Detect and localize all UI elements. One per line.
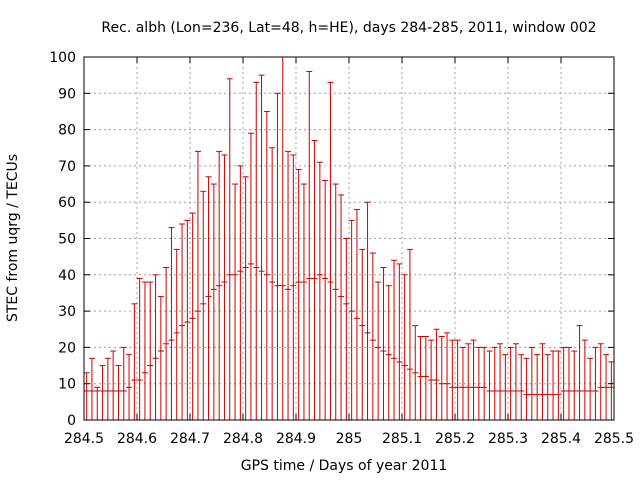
x-tick-label: 284.8 <box>223 431 263 447</box>
y-tick-label: 70 <box>58 159 76 175</box>
y-tick-label: 100 <box>49 50 76 66</box>
data-series <box>83 56 615 420</box>
x-tick-label: 285.3 <box>488 431 528 447</box>
y-tick-label: 80 <box>58 123 76 139</box>
x-tick-label: 284.5 <box>64 431 104 447</box>
y-tick-label: 0 <box>67 413 76 429</box>
x-tick-label: 285.1 <box>382 431 422 447</box>
y-tick-label: 20 <box>58 340 76 356</box>
x-tick-label: 285.2 <box>435 431 475 447</box>
x-tick-label: 285.5 <box>594 431 634 447</box>
x-tick-label: 285 <box>336 431 363 447</box>
x-axis-label: GPS time / Days of year 2011 <box>241 458 448 474</box>
y-tick-label: 10 <box>58 377 76 393</box>
x-tick-label: 284.6 <box>117 431 157 447</box>
chart-title: Rec. albh (Lon=236, Lat=48, h=HE), days … <box>101 20 596 36</box>
y-tick-label: 60 <box>58 195 76 211</box>
y-tick-label: 30 <box>58 304 76 320</box>
grid <box>84 57 614 420</box>
y-tick-label: 40 <box>58 268 76 284</box>
x-tick-label: 285.4 <box>541 431 581 447</box>
y-tick-label: 90 <box>58 86 76 102</box>
y-tick-labels: 0 10 20 30 40 50 60 70 80 90 100 <box>49 50 76 429</box>
axis-ticks <box>83 56 615 421</box>
x-tick-labels: 284.5 284.6 284.7 284.8 284.9 285 285.1 285.2 28… <box>64 431 634 447</box>
y-axis-label: STEC from uqrg / TECUs <box>5 154 21 322</box>
x-tick-label: 284.7 <box>170 431 210 447</box>
y-tick-label: 50 <box>58 232 76 248</box>
x-tick-label: 284.9 <box>276 431 316 447</box>
